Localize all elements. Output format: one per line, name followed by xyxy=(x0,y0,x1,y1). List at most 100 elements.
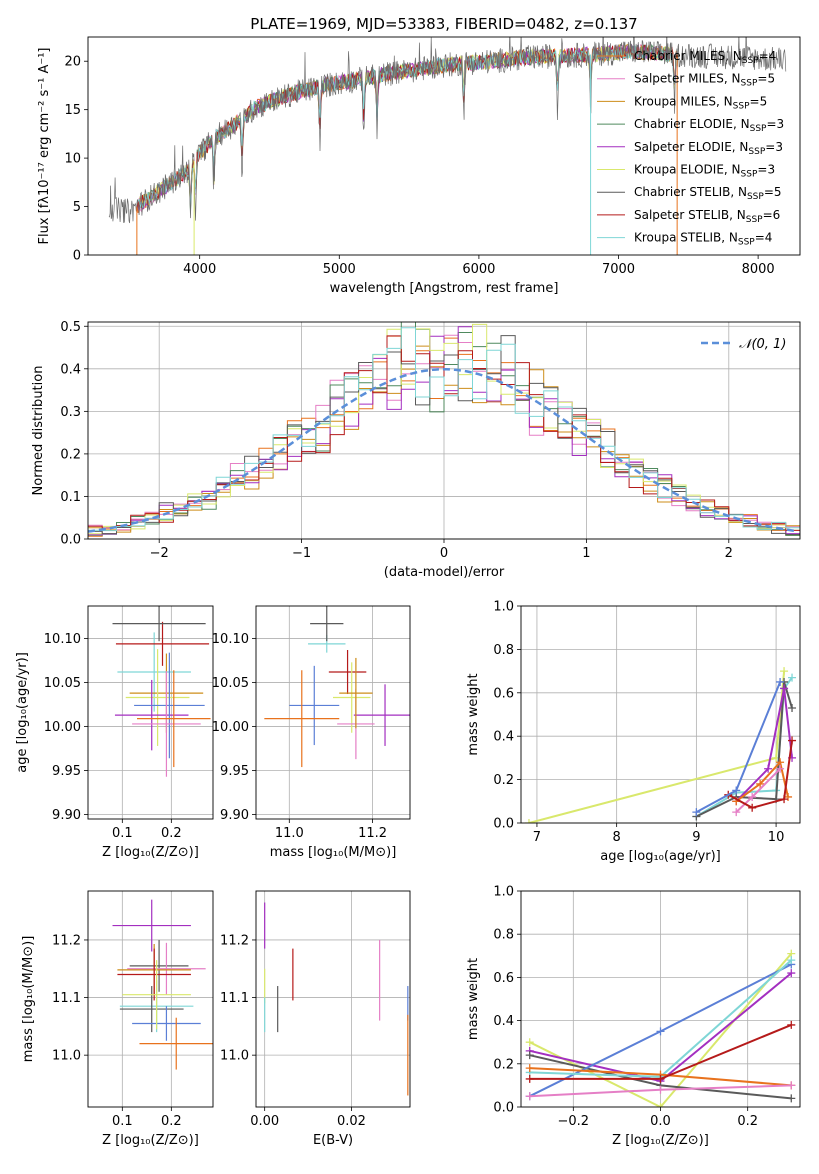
chart-title: PLATE=1969, MJD=53383, FIBERID=0482, z=0… xyxy=(250,15,637,33)
y-tick-label: 0.0 xyxy=(493,817,514,832)
plot-area xyxy=(112,899,213,1070)
y-tick-label: 0.1 xyxy=(60,490,81,505)
y-axis-label: Normed distribution xyxy=(31,366,46,496)
error-bar-point xyxy=(353,684,410,746)
data-point-marker xyxy=(788,703,797,712)
data-point-marker xyxy=(656,1074,665,1083)
y-tick-label: 0.4 xyxy=(493,730,514,745)
x-tick-label: −0.2 xyxy=(558,1114,590,1129)
data-point-marker xyxy=(748,803,757,812)
y-axis-label: age [log₁₀(age/yr)] xyxy=(15,652,30,773)
x-tick-label: 2 xyxy=(725,546,733,561)
axes-frame xyxy=(87,890,214,1108)
x-tick-label: 0.1 xyxy=(112,1114,133,1129)
legend-entry: Salpeter STELIB, NSSP=6 xyxy=(634,208,780,225)
y-tick-label: 0.0 xyxy=(493,1101,514,1116)
y-tick-label: 9.95 xyxy=(52,764,81,779)
x-tick-label: 0.0 xyxy=(650,1114,671,1129)
legend-entry: Chabrier STELIB, NSSP=5 xyxy=(634,185,782,202)
y-tick-label: 10.00 xyxy=(44,720,81,735)
y-tick-label: 1.0 xyxy=(493,600,514,615)
y-tick-label: 0.6 xyxy=(493,971,514,986)
x-axis-label: age [log₁₀(age/yr)] xyxy=(600,849,721,864)
error-bar-point xyxy=(119,986,184,1033)
plot-area xyxy=(264,902,409,1096)
data-point-marker xyxy=(764,764,773,773)
mass-weight-series-line xyxy=(529,952,793,1107)
x-tick-label: 10 xyxy=(768,830,785,845)
legend-entry: 𝒩(0, 1) xyxy=(739,337,786,352)
axes-mass_vs_ebv: 0.00 0.02 11.0 11.1 11.2 E(B-V) xyxy=(220,890,411,1148)
y-tick-label: 0.2 xyxy=(493,1057,514,1072)
x-tick-label: −1 xyxy=(292,546,311,561)
data-point-marker xyxy=(787,1081,796,1090)
data-point-marker xyxy=(787,1020,796,1029)
y-tick-label: 0.2 xyxy=(60,447,81,462)
plot-area xyxy=(525,949,796,1107)
error-bar-point xyxy=(310,606,344,642)
axes-age_vs_mass: 11.0 11.2 9.90 9.95 10.00 10.05 10.10 mass [log… xyxy=(212,605,411,860)
data-point-marker xyxy=(780,684,789,693)
error-bar-point xyxy=(122,960,191,1030)
y-tick-label: 9.95 xyxy=(220,764,249,779)
error-bar-point xyxy=(139,1017,213,1070)
legend-entry: Chabrier MILES, NSSP=4 xyxy=(634,49,776,66)
y-tick-label: 0.6 xyxy=(493,686,514,701)
x-tick-label: 8000 xyxy=(742,262,775,277)
data-point-marker xyxy=(656,1103,665,1107)
y-tick-label: 10.00 xyxy=(212,720,249,735)
y-tick-label: 0.2 xyxy=(493,773,514,788)
x-tick-label: 5000 xyxy=(323,262,356,277)
y-tick-label: 10.10 xyxy=(44,632,81,647)
data-point-marker xyxy=(780,667,789,676)
data-point-marker xyxy=(776,764,785,773)
y-tick-label: 11.1 xyxy=(52,991,81,1006)
x-tick-label: 0.1 xyxy=(112,826,133,841)
axes-frame xyxy=(87,605,214,820)
error-bar-point xyxy=(328,650,367,695)
x-tick-label: 0.02 xyxy=(337,1114,366,1129)
x-tick-label: 0.2 xyxy=(161,826,182,841)
plot-area xyxy=(112,606,211,777)
y-tick-label: 11.1 xyxy=(220,991,249,1006)
legend-entry: Salpeter MILES, NSSP=5 xyxy=(634,72,775,89)
error-bar-point xyxy=(132,1006,201,1041)
y-tick-label: 11.2 xyxy=(52,933,81,948)
error-bar-point xyxy=(112,606,206,642)
y-tick-label: 9.90 xyxy=(52,808,81,823)
y-tick-label: 20 xyxy=(64,55,81,70)
x-axis-label: (data-model)/error xyxy=(384,565,505,580)
x-tick-label: 8 xyxy=(613,830,621,845)
x-tick-label: 9 xyxy=(692,830,700,845)
data-point-marker xyxy=(732,786,741,795)
data-point-marker xyxy=(756,779,765,788)
y-tick-label: 11.0 xyxy=(220,1049,249,1064)
y-tick-label: 5 xyxy=(73,200,81,215)
plot-area xyxy=(108,37,787,255)
y-tick-label: 10.10 xyxy=(212,632,249,647)
axes-mass_vs_Z: 0.1 0.2 11.0 11.1 11.2 Z [log₁₀(Z/Z⊙)] mass [l… xyxy=(21,890,214,1148)
y-tick-label: 0.3 xyxy=(60,405,81,420)
x-tick-label: −2 xyxy=(150,546,169,561)
axes-frame xyxy=(87,321,801,540)
gaussian-reference-curve xyxy=(88,368,798,533)
data-point-marker xyxy=(524,819,533,823)
data-point-marker xyxy=(788,736,797,745)
x-tick-label: 1 xyxy=(582,546,590,561)
data-point-marker xyxy=(787,969,796,978)
x-tick-label: 7 xyxy=(533,830,541,845)
x-tick-label: 6000 xyxy=(462,262,495,277)
y-tick-label: 11.0 xyxy=(52,1049,81,1064)
y-axis-label: mass [log₁₀(M/M⊙)] xyxy=(21,936,36,1063)
error-bar-point xyxy=(333,662,371,733)
error-bar-point xyxy=(264,670,340,768)
y-tick-label: 0.5 xyxy=(60,320,81,335)
x-axis-label: Z [log₁₀(Z/Z⊙)] xyxy=(102,1133,199,1148)
data-point-marker xyxy=(525,1074,534,1083)
data-point-marker xyxy=(788,673,797,682)
data-point-marker xyxy=(525,1064,534,1073)
y-axis-label: mass weight xyxy=(466,673,481,755)
data-point-marker xyxy=(656,1085,665,1094)
